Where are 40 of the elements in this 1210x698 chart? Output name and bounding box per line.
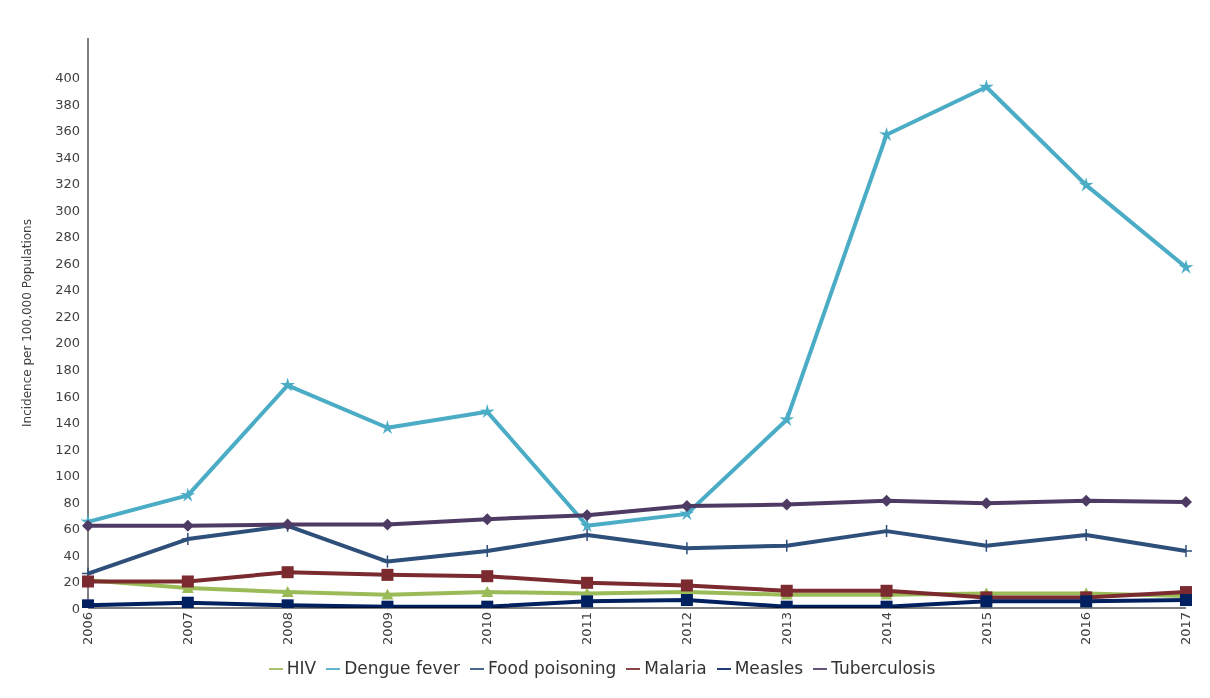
x-tick-label: 2007 bbox=[180, 612, 196, 646]
x-tick-label: 2008 bbox=[279, 612, 295, 646]
y-tick-label: 280 bbox=[55, 229, 80, 245]
y-tick-label: 40 bbox=[63, 547, 80, 563]
legend-label: Dengue fever bbox=[344, 658, 460, 678]
y-tick-label: 300 bbox=[55, 202, 80, 218]
x-tick-label: 2009 bbox=[379, 612, 395, 646]
y-tick-label: 380 bbox=[55, 96, 80, 112]
legend-label: HIV bbox=[286, 658, 317, 678]
x-tick-label: 2010 bbox=[479, 612, 495, 646]
x-tick-label: 2013 bbox=[778, 612, 794, 646]
legend-label: Tuberculosis bbox=[831, 658, 936, 678]
y-tick-label: 140 bbox=[55, 415, 80, 431]
y-tick-label: 320 bbox=[55, 176, 80, 192]
y-tick-label: 160 bbox=[55, 388, 80, 404]
y-tick-label: 120 bbox=[55, 441, 80, 457]
y-tick-label: 100 bbox=[55, 468, 80, 484]
legend-label: Measles bbox=[734, 658, 804, 678]
y-tick-label: 180 bbox=[55, 362, 80, 378]
y-tick-label: 200 bbox=[55, 335, 80, 351]
y-tick-label: 260 bbox=[55, 255, 80, 271]
y-tick-label: 220 bbox=[55, 308, 80, 324]
x-tick-label: 2015 bbox=[978, 612, 994, 646]
y-axis-title: Incidence per 100,000 Populations bbox=[20, 219, 35, 427]
y-tick-label: 340 bbox=[55, 149, 80, 165]
x-tick-label: 2017 bbox=[1178, 612, 1194, 646]
x-tick-label: 2016 bbox=[1078, 612, 1094, 646]
legend-label: Malaria bbox=[644, 658, 707, 678]
y-tick-label: 0 bbox=[71, 600, 80, 616]
y-tick-label: 240 bbox=[55, 282, 80, 298]
legend-label: Food poisoning bbox=[487, 658, 617, 678]
x-tick-label: 2014 bbox=[878, 612, 894, 646]
x-tick-label: 2012 bbox=[679, 612, 695, 646]
x-tick-label: 2011 bbox=[579, 612, 595, 646]
y-tick-label: 20 bbox=[63, 574, 80, 590]
y-tick-label: 400 bbox=[55, 70, 80, 86]
y-tick-label: 60 bbox=[63, 521, 80, 537]
y-tick-label: 360 bbox=[55, 123, 80, 139]
x-tick-label: 2006 bbox=[80, 612, 96, 646]
y-tick-label: 80 bbox=[63, 494, 80, 510]
